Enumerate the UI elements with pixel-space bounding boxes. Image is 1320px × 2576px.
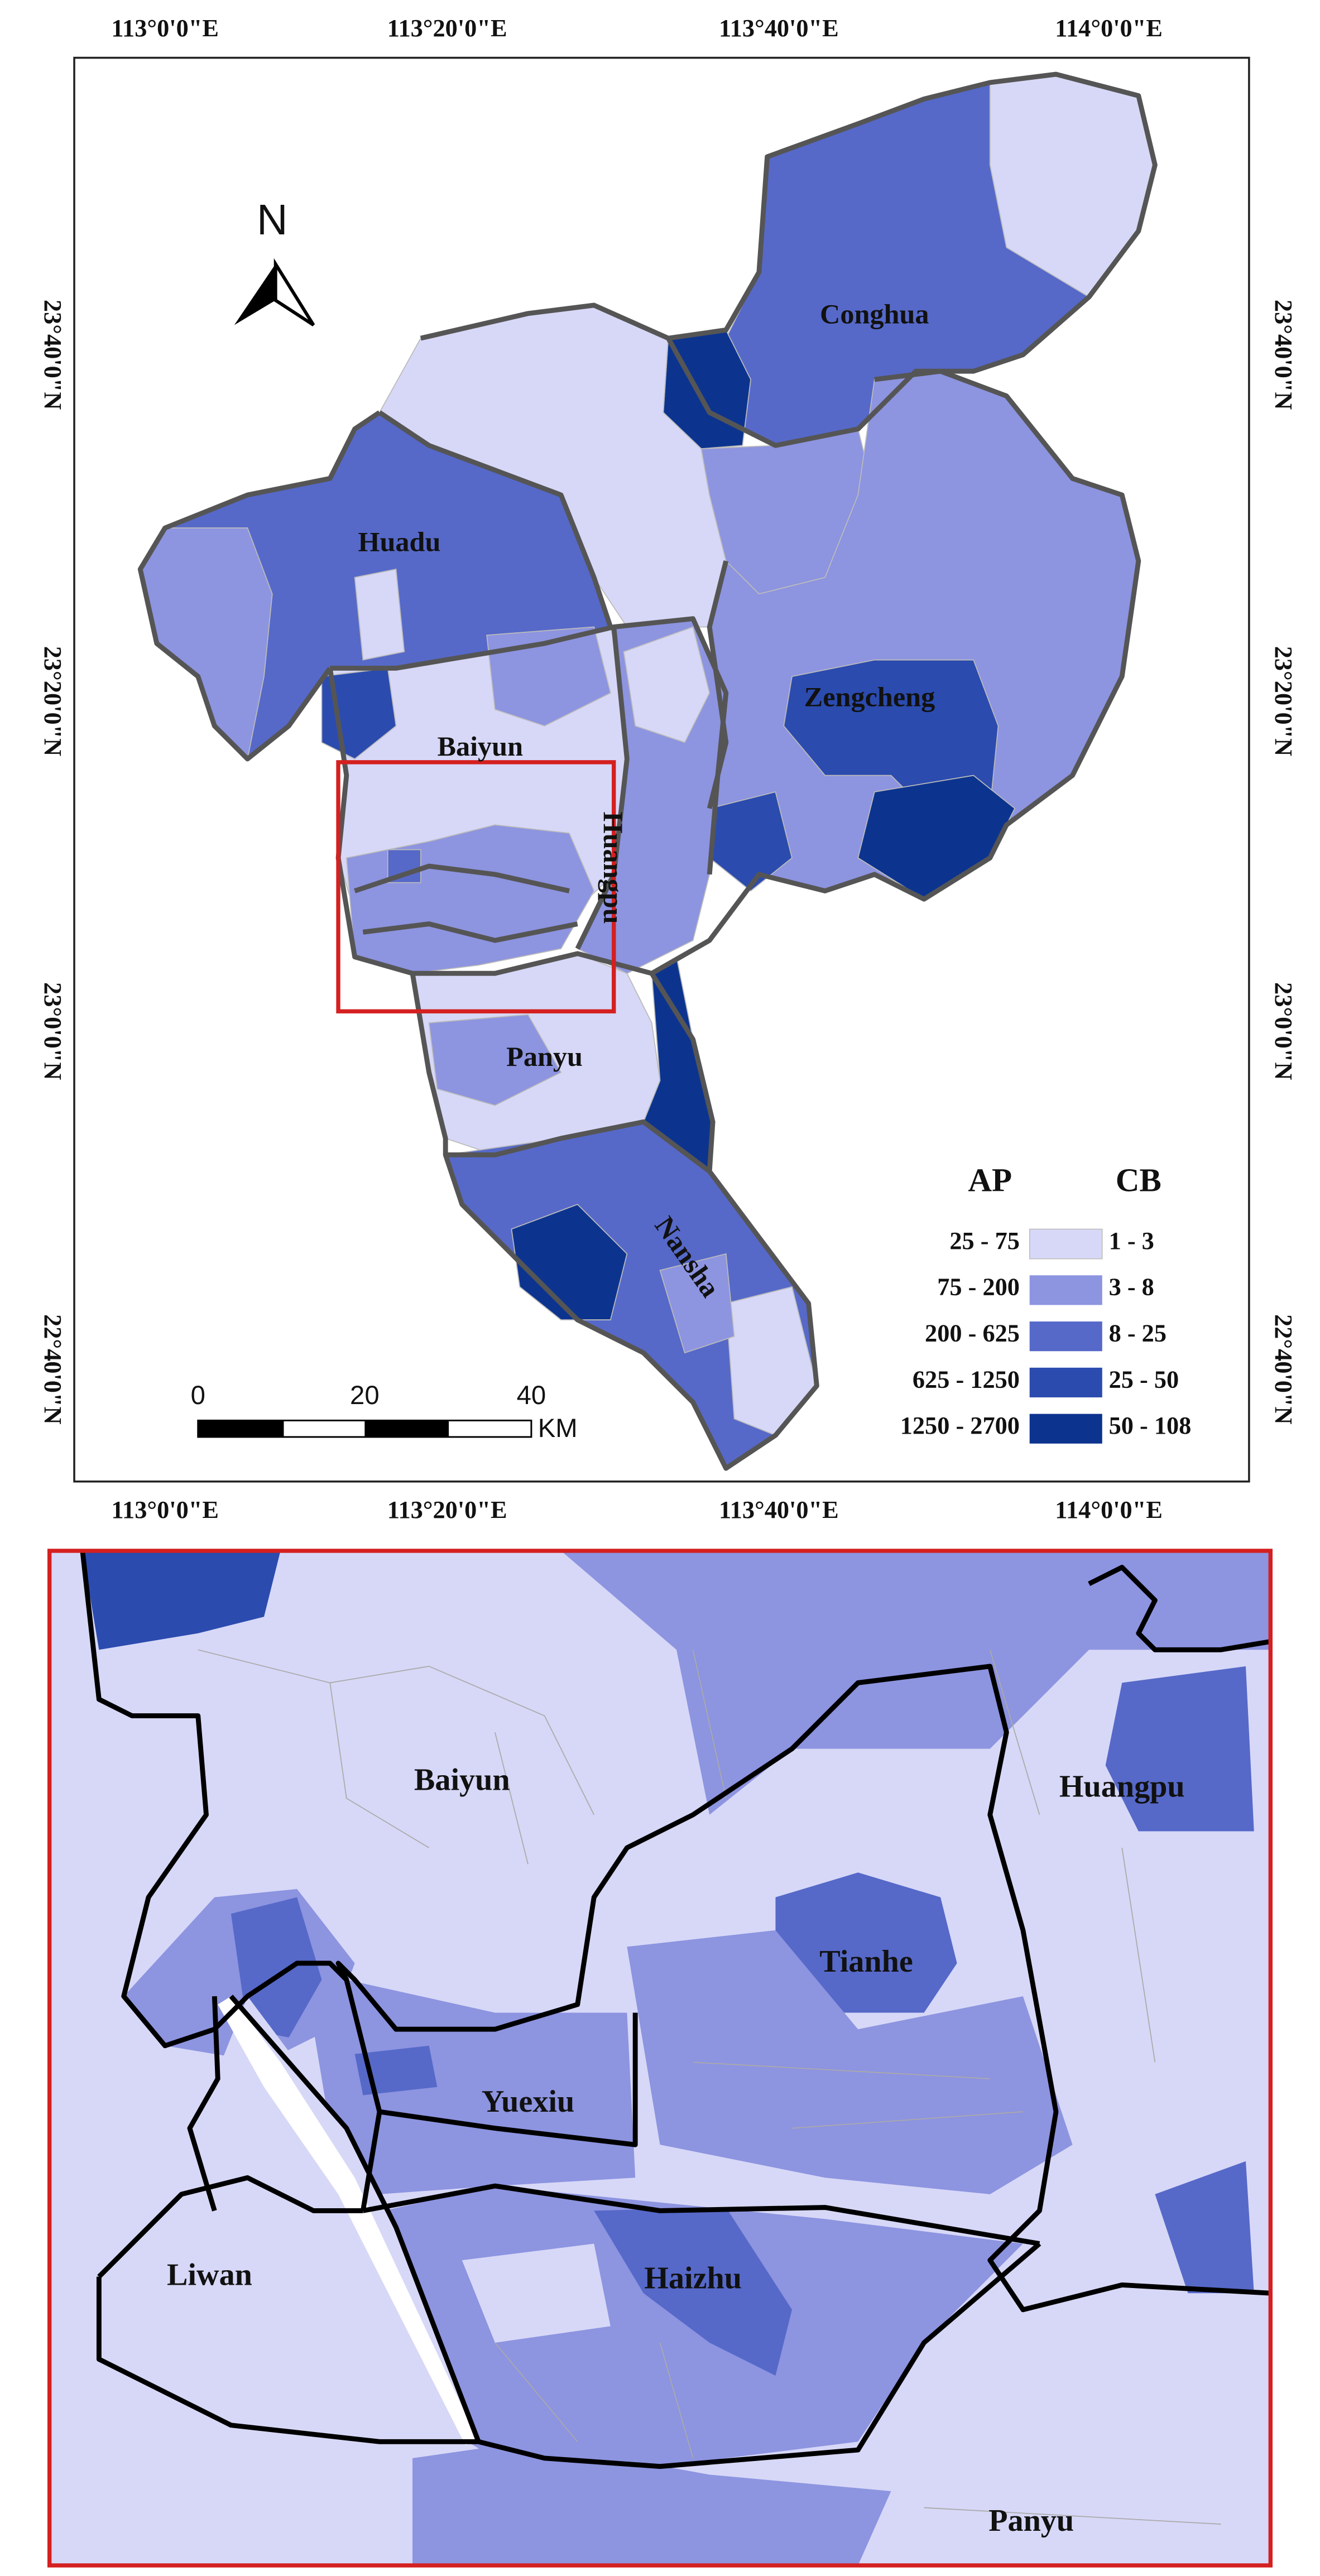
inset-east-dark: [1155, 2161, 1254, 2294]
legend-row: 625 - 1250 25 - 50: [913, 1365, 1179, 1397]
legend-ap-range: 25 - 75: [949, 1227, 1020, 1255]
district-huangpu-north: [623, 626, 711, 743]
legend-row: 25 - 75 1 - 3: [949, 1227, 1154, 1260]
label-zengcheng: Zengcheng: [804, 681, 935, 712]
scale-tick: 40: [517, 1381, 546, 1410]
label-huangpu: Huangpu: [598, 811, 629, 924]
inset-label-tianhe: Tianhe: [819, 1944, 913, 1979]
inset-north-band: [561, 1550, 1271, 1815]
district-polygons: [140, 74, 1156, 1469]
legend-ap-range: 200 - 625: [925, 1319, 1020, 1347]
legend-swatch: [1029, 1367, 1102, 1397]
inset-label-haizhu: Haizhu: [644, 2261, 742, 2295]
lon-label: 113°0'0"E: [111, 1496, 219, 1524]
north-arrow-icon: N: [234, 196, 315, 326]
latitude-labels-left: 23°40'0"N 23°20'0"N 23°0'0"N 22°40'0"N: [39, 300, 67, 1425]
inset-yuexiu-dark: [354, 2045, 438, 2096]
legend-swatch: [1029, 1275, 1102, 1305]
label-conghua: Conghua: [820, 298, 929, 329]
lat-label: 23°40'0"N: [1270, 300, 1298, 410]
legend-cb-range: 25 - 50: [1109, 1365, 1179, 1393]
legend-swatch: [1029, 1228, 1103, 1260]
longitude-labels-top: 113°0'0"E 113°20'0"E 113°40'0"E 114°0'0"…: [111, 14, 1163, 42]
scale-tick: 20: [350, 1381, 380, 1410]
inset-map: Baiyun Huangpu Tianhe Yuexiu Liwan Haizh…: [47, 1549, 1273, 2568]
legend-row: 75 - 200 3 - 8: [937, 1273, 1154, 1305]
label-huadu: Huadu: [358, 526, 440, 557]
inset-huangpu-dark: [1105, 1666, 1254, 1832]
inset-river: [218, 1996, 479, 2445]
lat-label: 23°20'0"N: [1270, 646, 1298, 757]
inset-mid-band: [627, 1930, 1073, 2194]
legend-swatch: [1029, 1321, 1102, 1352]
inset-label-liwan: Liwan: [167, 2257, 252, 2292]
inset-haizhu-light: [462, 2243, 611, 2343]
legend-cb-range: 50 - 108: [1109, 1411, 1192, 1439]
inset-liwan: [99, 1996, 479, 2442]
legend-cb-range: 1 - 3: [1109, 1227, 1154, 1255]
lon-label: 113°20'0"E: [387, 1496, 507, 1524]
lat-label: 23°40'0"N: [39, 300, 67, 410]
legend-row: 200 - 625 8 - 25: [925, 1319, 1167, 1352]
legend-swatch: [1029, 1414, 1102, 1444]
longitude-labels-bottom: 113°0'0"E 113°20'0"E 113°40'0"E 114°0'0"…: [111, 1496, 1163, 1524]
lon-label: 113°40'0"E: [719, 14, 839, 42]
lon-label: 113°0'0"E: [111, 14, 219, 42]
inset-frame: [47, 1549, 1273, 2568]
lon-label: 114°0'0"E: [1055, 1496, 1163, 1524]
scale-bar: 0 20 40 KM: [191, 1381, 578, 1443]
inset-district-borders: [80, 1550, 1271, 2469]
legend-cb-range: 3 - 8: [1109, 1273, 1154, 1301]
legend-cb-range: 8 - 25: [1109, 1319, 1167, 1347]
inset-subdistrict-lines: [198, 1649, 1221, 2525]
district-nansha-dark: [511, 1204, 628, 1320]
inset-yuexiu: [313, 1979, 636, 2194]
legend-cb-title: CB: [1116, 1161, 1161, 1198]
district-baiyun-mid: [486, 626, 611, 727]
inset-label-yuexiu: Yuexiu: [482, 2084, 574, 2119]
lat-label: 22°40'0"N: [39, 1314, 67, 1425]
legend-row: 1250 - 2700 50 - 108: [900, 1411, 1192, 1444]
lon-label: 114°0'0"E: [1055, 14, 1163, 42]
lat-label: 23°0'0"N: [39, 982, 67, 1080]
legend-ap-range: 75 - 200: [937, 1273, 1020, 1301]
district-nansha-mid: [659, 1253, 735, 1354]
main-map: 113°0'0"E 113°20'0"E 113°40'0"E 114°0'0"…: [39, 14, 1298, 1524]
inset-tianhe-dark: [775, 1872, 957, 2013]
district-huadu-inner: [354, 568, 405, 661]
inset-extent-rectangle: [336, 760, 616, 1013]
scale-unit: KM: [538, 1414, 578, 1443]
district-urban-dark: [387, 849, 421, 883]
inset-nw-dark: [82, 1550, 281, 1650]
inset-west-dark: [231, 1897, 322, 2038]
inset-label-huangpu: Huangpu: [1059, 1769, 1185, 1804]
lon-label: 113°40'0"E: [719, 1496, 839, 1524]
legend: AP CB 25 - 75 1 - 3 75 - 200 3 - 8 200 -…: [900, 1161, 1192, 1444]
label-panyu: Panyu: [506, 1041, 583, 1072]
inset-label-panyu: Panyu: [988, 2503, 1074, 2538]
lat-label: 23°0'0"N: [1270, 982, 1298, 1080]
inset-south-band: [412, 2442, 891, 2566]
legend-ap-range: 625 - 1250: [913, 1365, 1020, 1393]
inset-haizhu-dark: [594, 2207, 792, 2376]
inset-label-baiyun: Baiyun: [414, 1763, 510, 1798]
lon-label: 113°20'0"E: [387, 14, 507, 42]
label-baiyun: Baiyun: [437, 730, 523, 762]
lat-label: 22°40'0"N: [1270, 1314, 1298, 1425]
lat-label: 23°20'0"N: [39, 646, 67, 757]
legend-ap-range: 1250 - 2700: [900, 1411, 1020, 1439]
latitude-labels-right: 23°40'0"N 23°20'0"N 23°0'0"N 22°40'0"N: [1270, 300, 1298, 1425]
district-panyu-mid: [428, 1014, 562, 1106]
legend-ap-title: AP: [968, 1161, 1012, 1198]
district-borders: [137, 71, 1158, 1471]
north-label: N: [257, 196, 288, 244]
scale-tick: 0: [191, 1381, 205, 1410]
